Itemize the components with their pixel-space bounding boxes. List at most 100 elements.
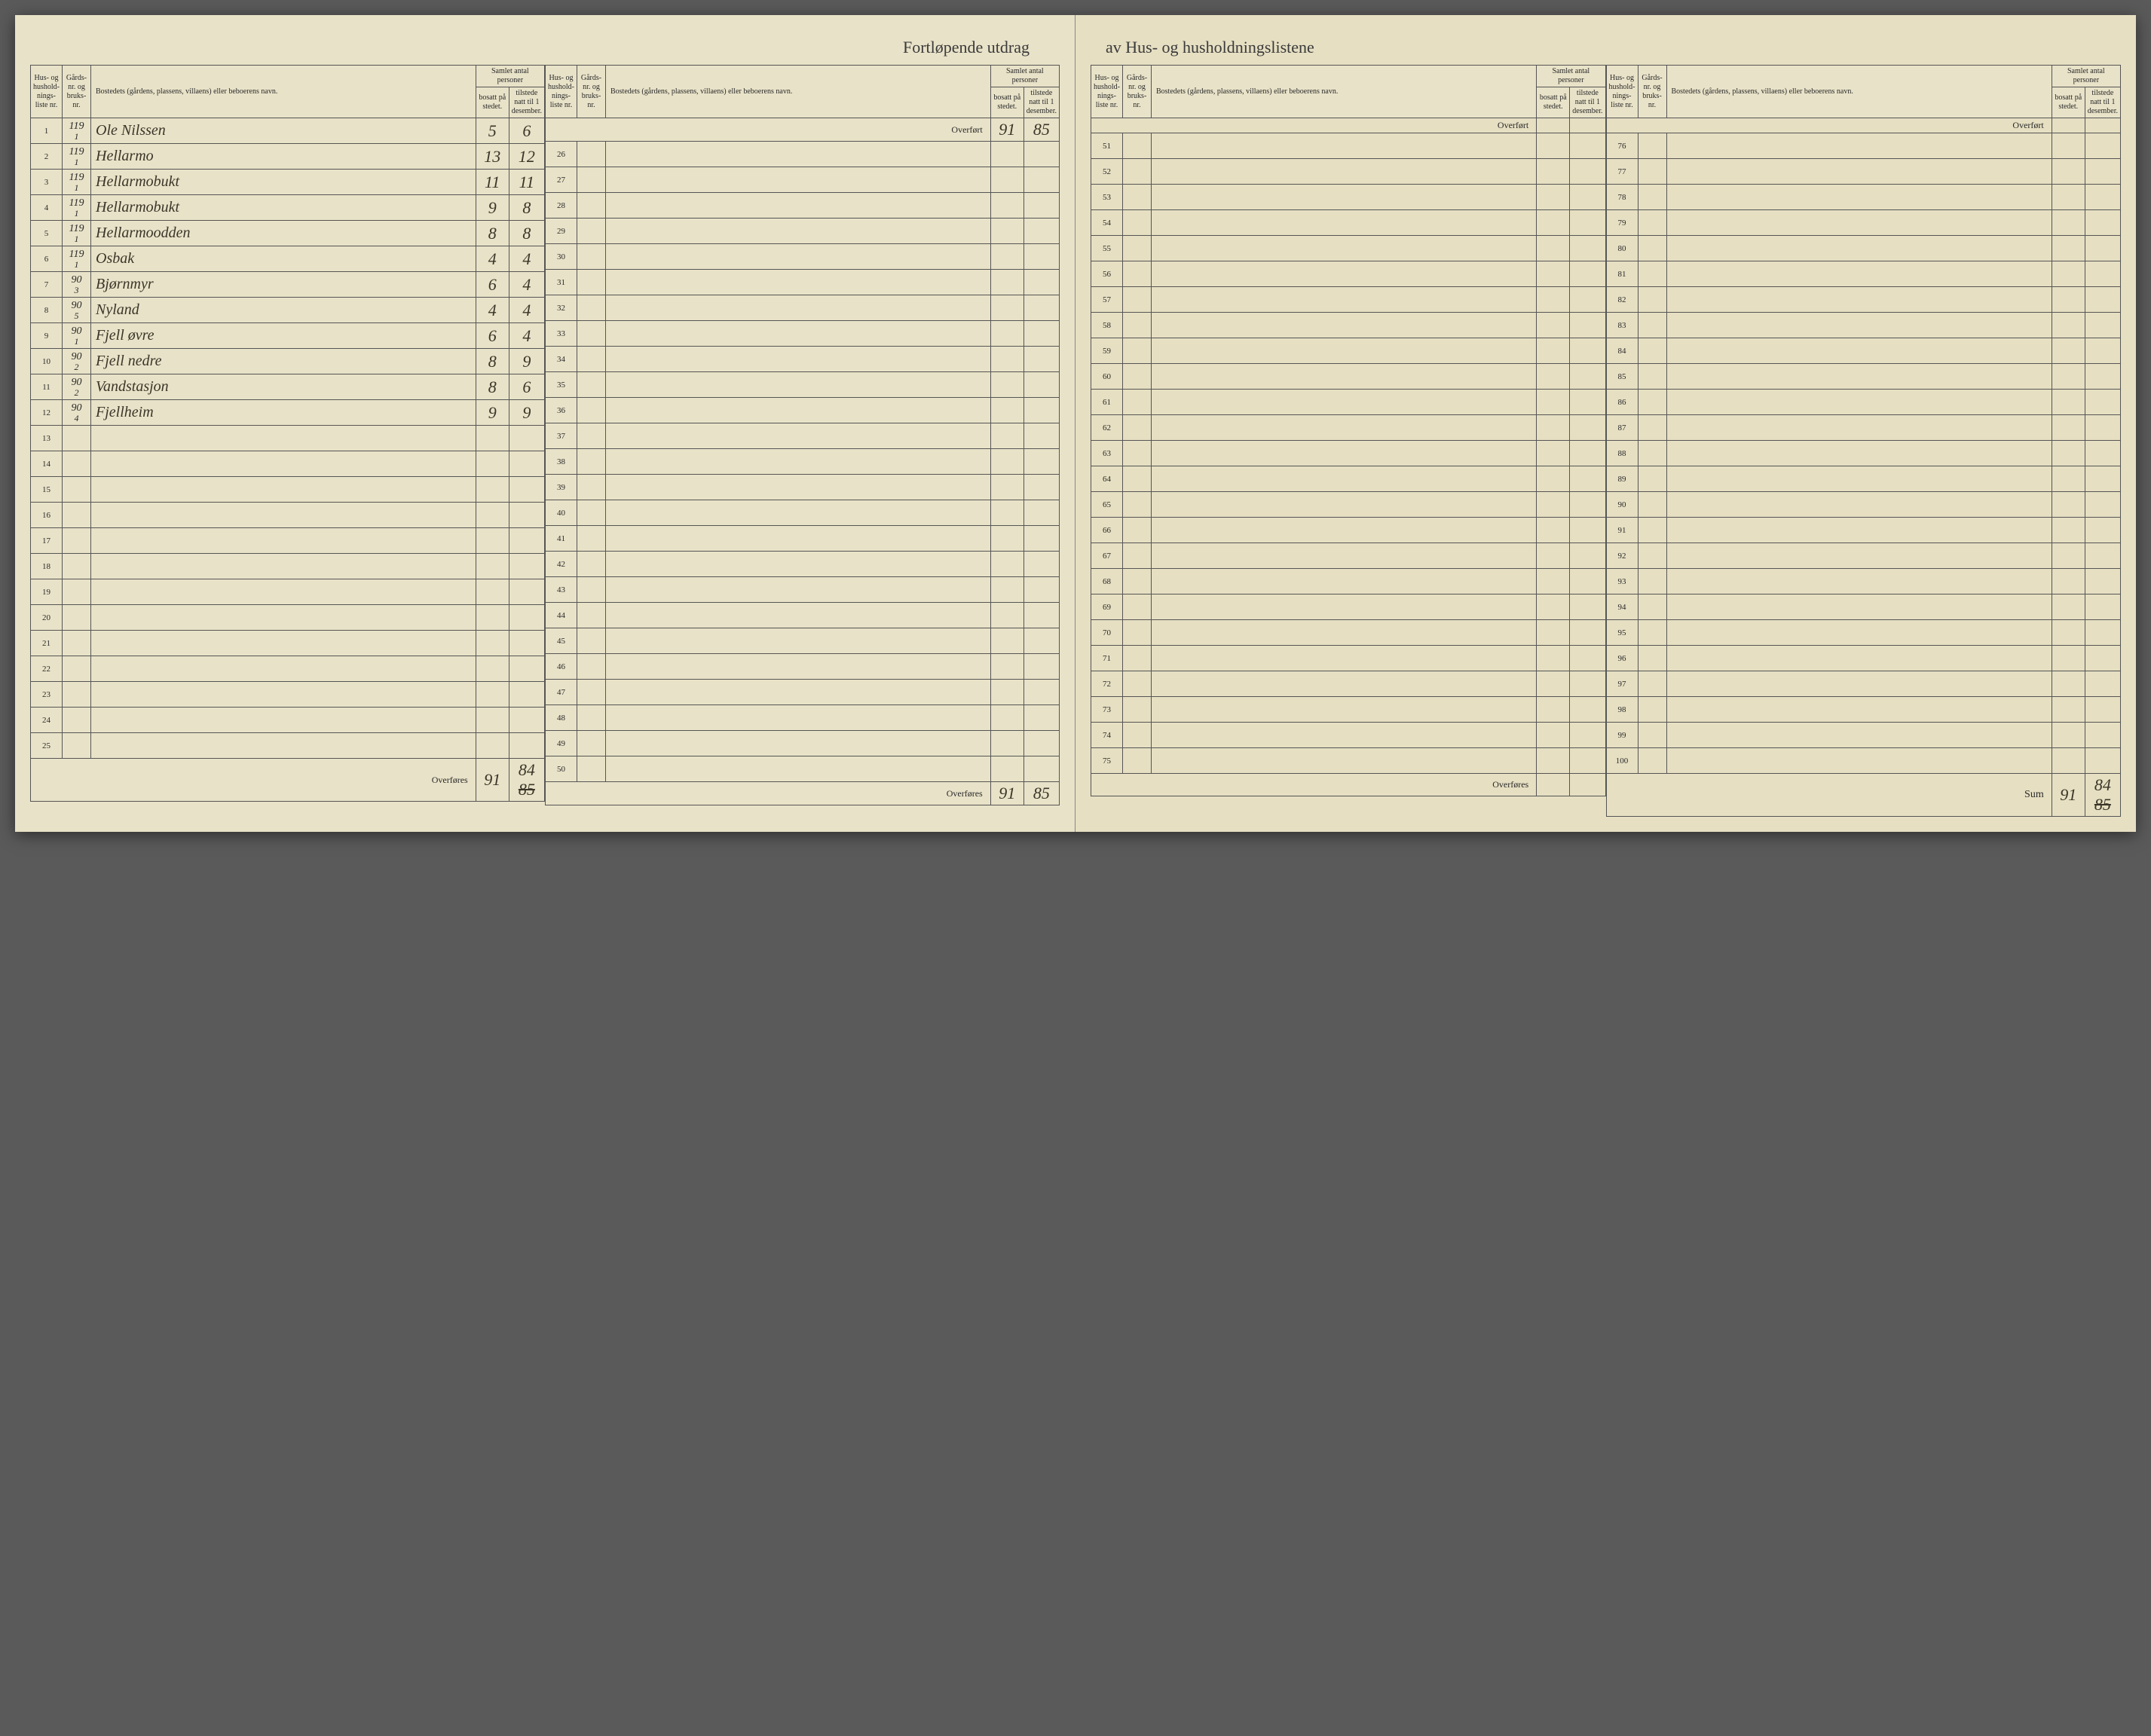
bosatt-value [990,398,1023,423]
tilstede-value [1570,133,1605,159]
gard-nr-cell [577,628,606,654]
bosatt-value [1537,697,1570,723]
table-row: 40 [546,500,1060,526]
bosatt-value [476,503,509,528]
header-bosted: Bostedets (gårdens, plassens, villaens) … [606,66,991,118]
tilstede-value [2085,671,2120,697]
overfores-bosatt-1: 91 [476,759,509,802]
column-block-2: Hus- og hushold-nings-liste nr. Gårds-nr… [545,65,1060,805]
row-nr: 29 [546,219,577,244]
row-nr: 4 [31,195,63,221]
page-title-right: av Hus- og husholdningslistene [1091,38,2121,57]
table-row: 18 [31,554,545,579]
bosatt-value [1537,441,1570,466]
bosted-name [1666,594,2052,620]
bosatt-value [990,423,1023,449]
table-header: Hus- og hushold-nings-liste nr. Gårds-nr… [546,66,1060,118]
gard-nr-cell [63,605,91,631]
row-nr: 83 [1606,313,1638,338]
bosatt-value [990,372,1023,398]
page-left: Fortløpende utdrag Hus- og hushold-nings… [15,15,1076,832]
bosted-name [1152,492,1537,518]
bosted-name [1666,390,2052,415]
bosatt-value [2052,415,2085,441]
tilstede-value [1570,338,1605,364]
bosted-name [1152,646,1537,671]
bosted-name: Fjell nedre [91,349,476,374]
tilstede-value [1570,646,1605,671]
header-bosatt: bosatt på stedet. [476,87,509,118]
table-row: 34 [546,347,1060,372]
row-nr: 61 [1091,390,1123,415]
table-row: 37 [546,423,1060,449]
row-nr: 25 [31,733,63,759]
gard-nr-cell [63,451,91,477]
header-tilstede: tilstede natt til 1 desember. [509,87,544,118]
tilstede-value [2085,620,2120,646]
tilstede-value [2085,748,2120,774]
gard-nr-cell [1638,364,1666,390]
row-nr: 82 [1606,287,1638,313]
table-body-2-rows: 2627282930313233343536373839404142434445… [546,142,1060,782]
row-nr: 96 [1606,646,1638,671]
header-gard-nr: Gårds-nr. og bruks-nr. [577,66,606,118]
bosted-name [1152,390,1537,415]
table-row: 29 [546,219,1060,244]
header-tilstede: tilstede natt til 1 desember. [2085,87,2120,118]
bosatt-value [990,603,1023,628]
overfort-row-4: Overført [1606,118,2121,133]
sum-tilstede: 84 85 [2085,774,2120,817]
table-row: 38 [546,449,1060,475]
overfort-row-2: Overført 91 85 [546,118,1060,142]
bosatt-value [2052,390,2085,415]
table-row: 91 [1606,518,2121,543]
table-row: 65 [1091,492,1606,518]
overfores-tilstede-1-struck: 85 [519,780,535,799]
bosatt-value [476,451,509,477]
overfort-row-3: Overført [1091,118,1606,133]
gard-nr-cell [1123,261,1152,287]
gard-nr-cell [1638,133,1666,159]
overfores-tilstede-2: 85 [1023,782,1059,805]
row-nr: 47 [546,680,577,705]
bosatt-value [1537,646,1570,671]
bosatt-value [2052,492,2085,518]
bosatt-value [990,347,1023,372]
gard-nr-cell: 1191 [63,195,91,221]
gard-nr-cell [1123,159,1152,185]
bosatt-value [2052,261,2085,287]
gard-nr-cell [1638,338,1666,364]
tilstede-value [2085,466,2120,492]
row-nr: 50 [546,756,577,782]
tilstede-value [1023,193,1059,219]
gard-nr-cell [1123,210,1152,236]
bosted-name [1666,415,2052,441]
table-row: 20 [31,605,545,631]
table-row: 98 [1606,697,2121,723]
tilstede-value [1023,449,1059,475]
row-nr: 100 [1606,748,1638,774]
tilstede-value: 9 [509,349,544,374]
bosted-name [1152,748,1537,774]
gard-nr-cell [1638,543,1666,569]
row-nr: 68 [1091,569,1123,594]
row-nr: 86 [1606,390,1638,415]
gard-nr-cell [1123,338,1152,364]
bosted-name [606,500,991,526]
tilstede-value [1570,261,1605,287]
table-row: 61191Osbak44 [31,246,545,272]
sum-tilstede-struck: 85 [2094,795,2111,814]
tilstede-value [1570,466,1605,492]
bosted-name [606,423,991,449]
gard-nr-cell [1638,466,1666,492]
gard-nr-cell [63,426,91,451]
tilstede-value [2085,492,2120,518]
table-row: 64 [1091,466,1606,492]
table-row: 76 [1606,133,2121,159]
bosatt-value [2052,236,2085,261]
table-row: 26 [546,142,1060,167]
tilstede-value [1570,364,1605,390]
gard-nr-cell [1638,390,1666,415]
bosted-name [606,577,991,603]
row-nr: 5 [31,221,63,246]
